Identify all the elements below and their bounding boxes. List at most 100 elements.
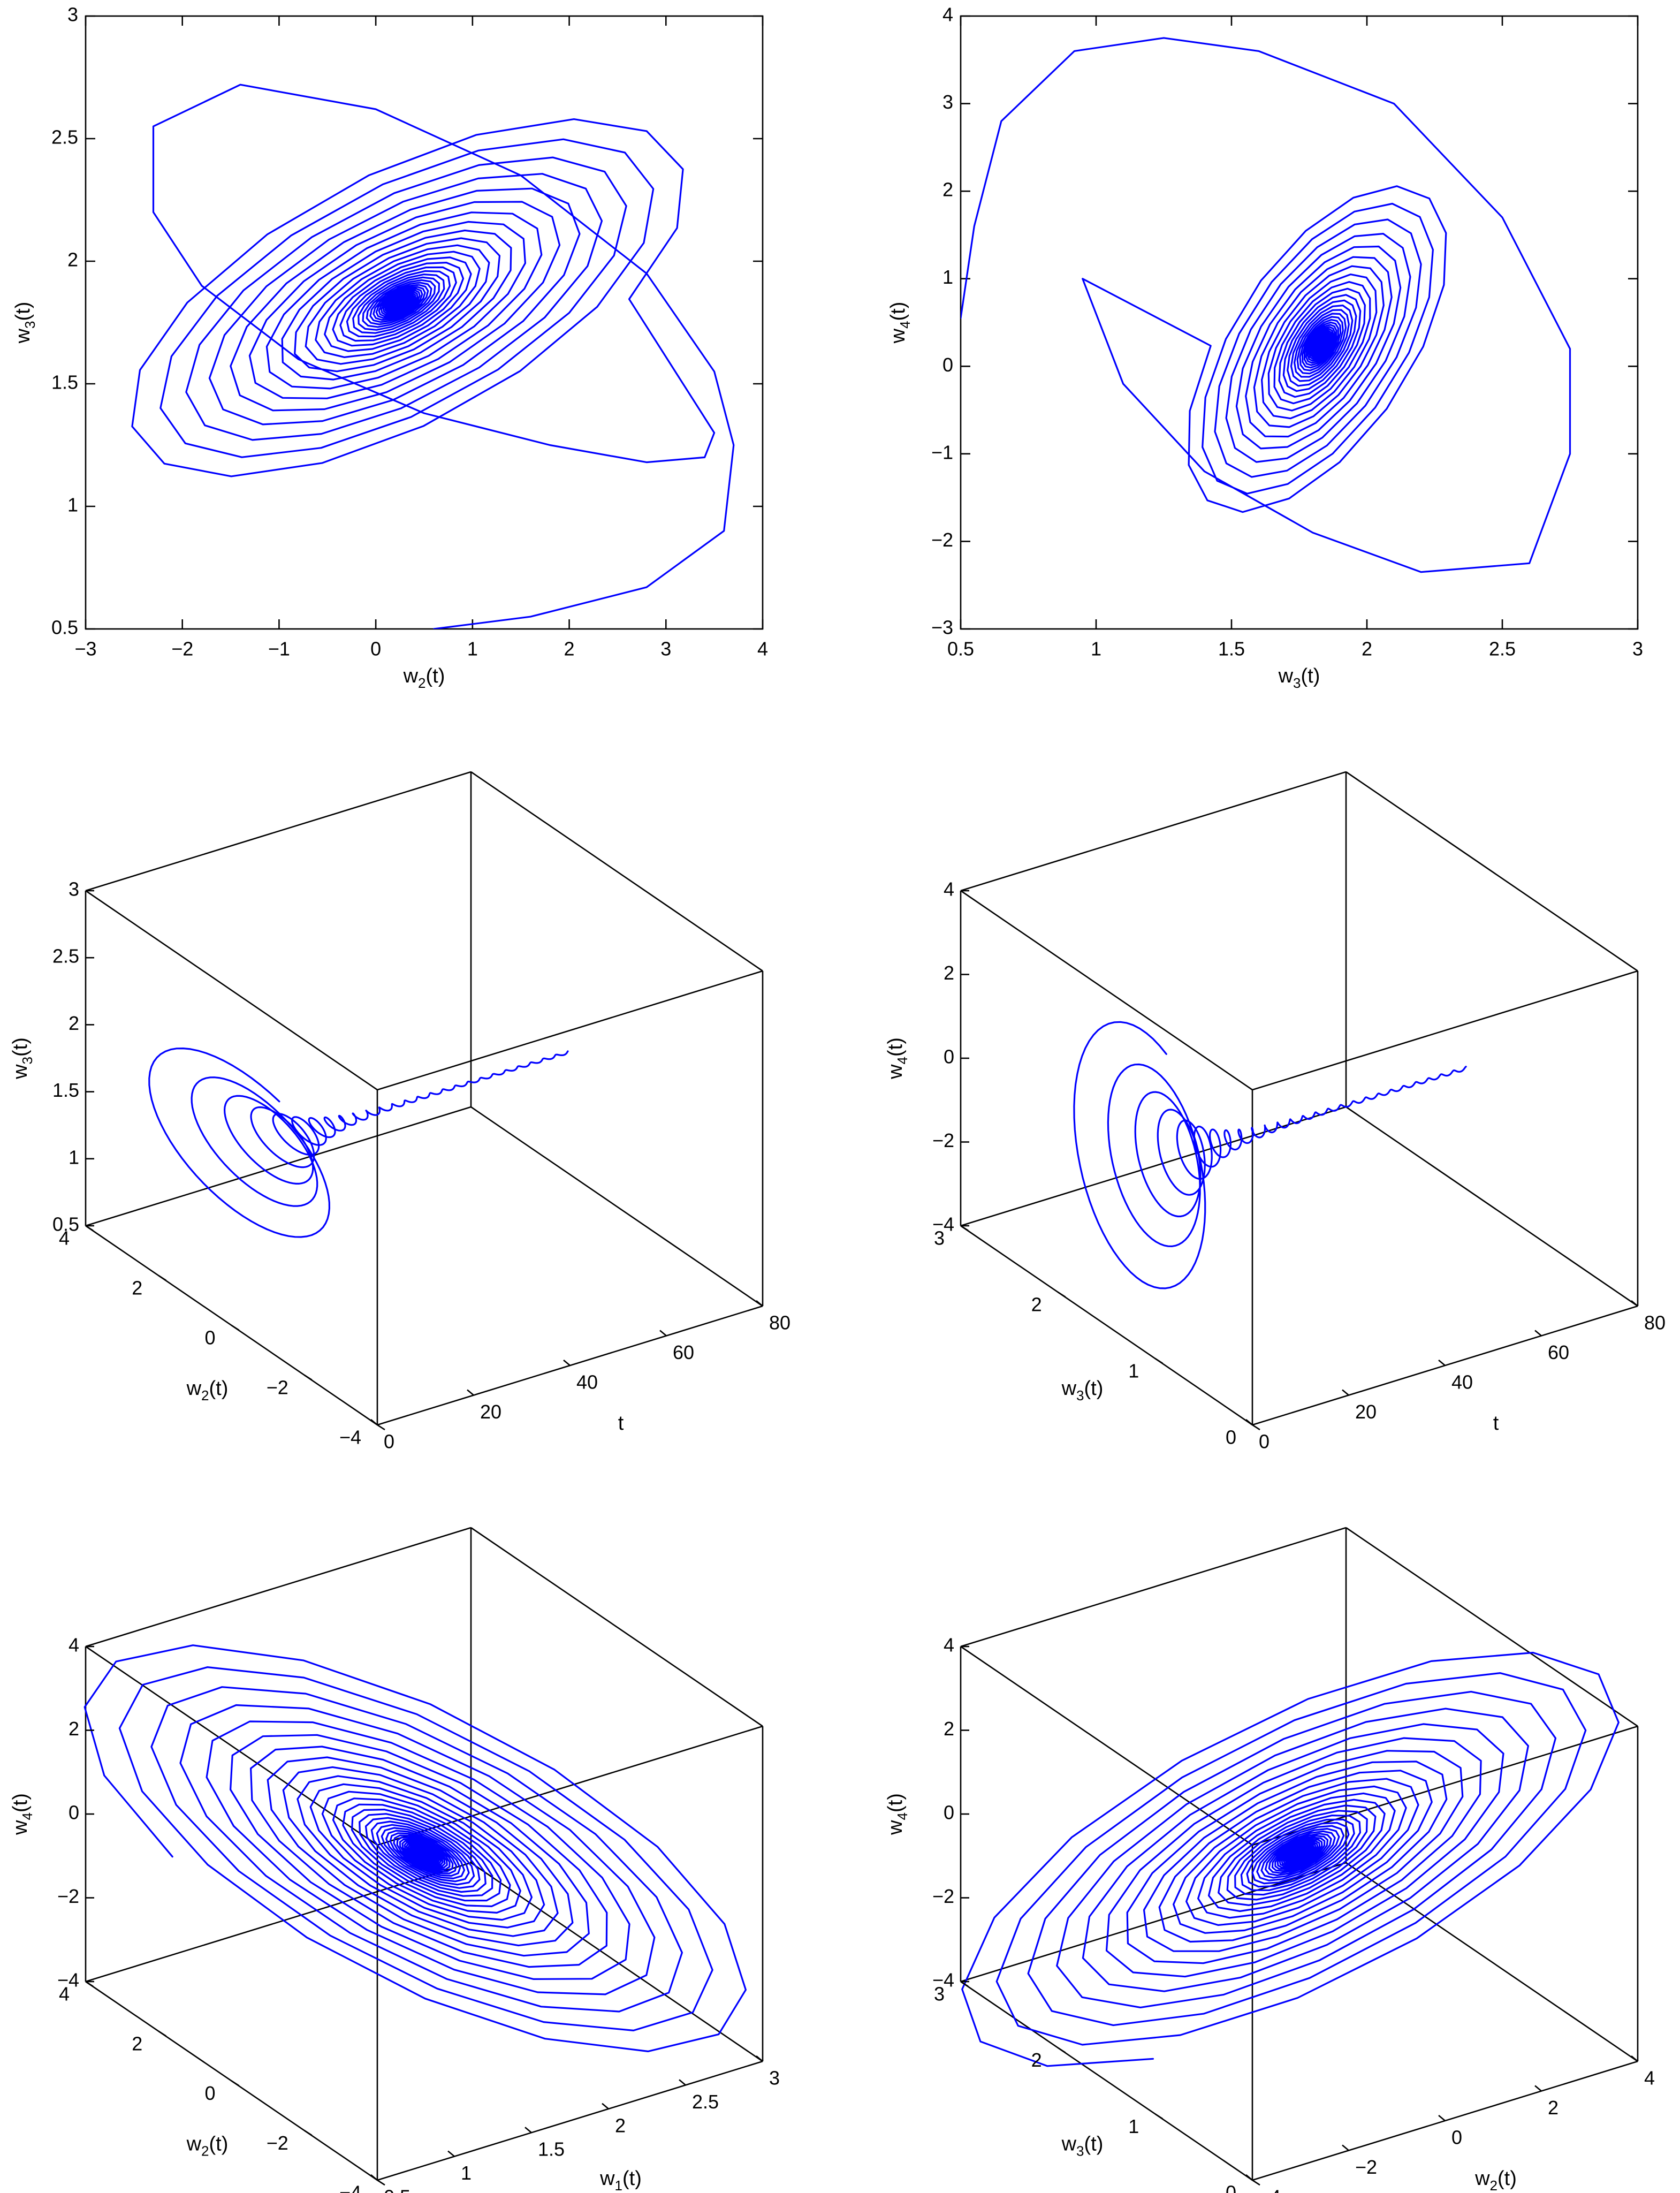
x-tick-label: 1 (461, 2162, 472, 2184)
y-tick (158, 2030, 166, 2037)
x-axis-label: t (1493, 1412, 1499, 1435)
z-tick-label: −4 (932, 1969, 954, 1991)
x-tick (1534, 1330, 1542, 1337)
z-tick-label: 4 (944, 878, 954, 900)
y-tick (377, 1424, 385, 1431)
z-tick-label: 2 (69, 1012, 79, 1034)
y-tick-label: 3 (934, 1227, 945, 1249)
y-tick-label: −2 (267, 1377, 288, 1399)
y-tick-label: 1 (1128, 1360, 1139, 1382)
x-tick-label: 4 (1644, 2067, 1655, 2089)
y-tick (377, 2179, 385, 2186)
x-tick-label: 80 (1644, 1312, 1666, 1334)
y-tick-label: −2 (267, 2132, 288, 2154)
x-tick-label: 60 (1548, 1341, 1569, 1363)
box-edge (1252, 970, 1638, 1091)
x-tick (1342, 1389, 1349, 1396)
z-tick-label: 0 (69, 1802, 79, 1824)
x-tick-label: −1 (268, 638, 290, 660)
box-edge (960, 1527, 1347, 1648)
x-tick-label: 2 (1362, 638, 1372, 660)
x-tick-label: 3 (660, 638, 671, 660)
x-tick (659, 1330, 667, 1337)
x-tick-label: 20 (480, 1401, 501, 1423)
z-axis-label: w4(t) (884, 1793, 910, 1835)
x-axis-label: w1(t) (599, 2167, 642, 2193)
y-axis-label: w3(t) (12, 302, 38, 344)
x-tick (1631, 2055, 1638, 2062)
x-tick-label: 2 (564, 638, 575, 660)
x-tick (1534, 2085, 1542, 2092)
y-tick (1057, 2047, 1066, 2053)
box-edge (960, 1862, 1347, 1983)
y-tick-label: 2 (67, 249, 78, 271)
y-tick-label: 0 (1226, 2182, 1236, 2193)
x-tick (756, 1300, 763, 1307)
y-axis-label: w2(t) (186, 2133, 229, 2159)
x-tick (1631, 1300, 1638, 1307)
y-tick (85, 1980, 94, 1987)
box-edge (85, 1645, 378, 1846)
x-tick-label: 1.5 (1218, 638, 1245, 660)
y-tick-label: −3 (931, 617, 953, 639)
z-tick-label: 3 (69, 878, 79, 900)
y-tick-label: 3 (934, 1983, 945, 2005)
y-tick-label: 2.5 (51, 126, 78, 148)
z-axis-label: w3(t) (9, 1037, 35, 1080)
y-tick-label: 2 (132, 2032, 142, 2054)
box-edge (377, 2060, 763, 2181)
x-tick-label: 2.5 (692, 2091, 719, 2113)
y-tick-label: 0 (204, 1327, 215, 1349)
x-tick-label: 80 (769, 1312, 790, 1334)
trajectory-line (1073, 1021, 1467, 1289)
box-edge (377, 970, 763, 1091)
x-tick (756, 2055, 763, 2062)
trajectory (961, 1651, 1620, 2067)
y-tick-label: 4 (59, 1983, 70, 2005)
x-tick-label: 2.5 (1489, 638, 1516, 660)
y-tick-label: −2 (931, 529, 953, 551)
z-tick-label: −4 (57, 1969, 79, 1991)
y-tick-label: 2 (942, 179, 953, 201)
y-axis-label: w2(t) (186, 1377, 229, 1403)
y-tick-label: 2 (1031, 1294, 1042, 1316)
y-tick-label: 4 (59, 1227, 70, 1249)
z-tick-label: 2 (69, 1718, 79, 1740)
x-axis-label: w3(t) (1278, 665, 1320, 691)
y-tick-label: 1 (1128, 2115, 1139, 2137)
x-tick-label: −3 (74, 638, 96, 660)
x-tick-label: 2 (1548, 2097, 1559, 2119)
box-edge (377, 1725, 763, 1846)
box-edge (960, 1225, 1253, 1426)
z-tick-label: 1 (69, 1146, 79, 1168)
y-tick (158, 1274, 166, 1281)
z-tick-label: 0 (944, 1802, 954, 1824)
x-axis-label: w2(t) (1474, 2167, 1517, 2193)
trajectory-line (961, 37, 1571, 573)
box-edge (1345, 1862, 1638, 2062)
y-tick (85, 1225, 94, 1232)
y-tick-label: 4 (942, 4, 953, 26)
y-tick-label: 3 (942, 91, 953, 113)
x-tick-label: −2 (1355, 2156, 1377, 2178)
x-tick (602, 2103, 609, 2109)
x-tick-label: 3 (769, 2067, 780, 2089)
z-tick-label: 2 (944, 1718, 954, 1740)
y-tick-label: −4 (339, 2182, 361, 2193)
trajectory (83, 1644, 747, 2052)
x-tick (1245, 2174, 1253, 2181)
y-tick-label: 2 (132, 1277, 142, 1299)
y-tick (960, 1225, 969, 1232)
x-tick-label: 60 (673, 1341, 694, 1363)
z-tick-label: −2 (932, 1129, 954, 1151)
box-edge (960, 1980, 1253, 2181)
z-axis-label: w4(t) (9, 1793, 35, 1835)
trajectory (131, 84, 735, 629)
y-tick-label: 0 (1226, 1426, 1236, 1448)
trajectory (148, 1047, 569, 1238)
z-tick-label: −2 (57, 1885, 79, 1907)
x-tick (524, 2127, 532, 2134)
x-tick (1438, 2115, 1446, 2121)
y-tick-label: −1 (931, 441, 953, 463)
